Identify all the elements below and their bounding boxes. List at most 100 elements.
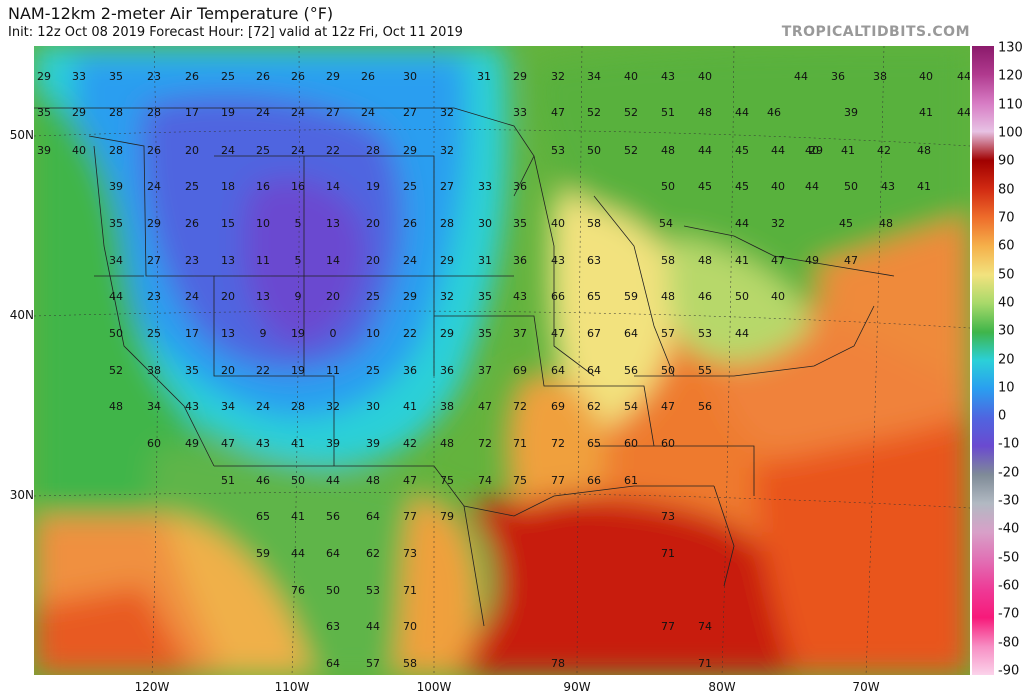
station-temp-label: 46: [767, 106, 781, 119]
station-temp-label: 77: [403, 510, 417, 523]
station-temp-label: 33: [478, 180, 492, 193]
station-temp-label: 43: [881, 180, 895, 193]
colorbar-label: -20: [998, 465, 1020, 481]
station-temp-label: 35: [109, 217, 123, 230]
station-temp-label: 34: [147, 400, 161, 413]
station-temp-label: 63: [587, 254, 601, 267]
station-temp-label: 67: [587, 327, 601, 340]
station-temp-label: 17: [185, 106, 199, 119]
station-temp-label: 26: [185, 70, 199, 83]
station-temp-label: 66: [551, 290, 565, 303]
station-temp-label: 43: [256, 437, 270, 450]
station-temp-label: 24: [185, 290, 199, 303]
colorbar-label: -30: [998, 493, 1020, 509]
station-temp-label: 26: [291, 70, 305, 83]
station-temp-label: 50: [735, 290, 749, 303]
station-temp-label: 72: [513, 400, 527, 413]
station-temp-label: 65: [587, 290, 601, 303]
station-temp-label: 36: [403, 364, 417, 377]
station-temp-label: 19: [291, 364, 305, 377]
station-temp-label: 76: [291, 584, 305, 597]
station-temp-label: 13: [326, 217, 340, 230]
station-temp-label: 41: [291, 510, 305, 523]
station-temp-label: 35: [478, 290, 492, 303]
colorbar-label: -10: [998, 436, 1020, 452]
station-temp-label: 39: [844, 106, 858, 119]
colorbar-label: -60: [998, 578, 1020, 594]
station-temp-label: 14: [326, 254, 340, 267]
station-temp-label: 31: [478, 254, 492, 267]
longitude-label: 70W: [852, 680, 880, 694]
station-temp-label: 20: [366, 217, 380, 230]
station-temp-label: 24: [291, 106, 305, 119]
station-temp-label: 29: [37, 70, 51, 83]
colorbar: [972, 46, 994, 675]
station-temp-label: 56: [624, 364, 638, 377]
station-temp-label: 38: [873, 70, 887, 83]
temperature-field: [34, 46, 970, 675]
station-temp-label: 65: [256, 510, 270, 523]
colorbar-label: -50: [998, 550, 1020, 566]
station-temp-label: 50: [844, 180, 858, 193]
station-temp-label: 9: [260, 327, 267, 340]
station-temp-label: 40: [698, 70, 712, 83]
station-temp-label: 13: [221, 254, 235, 267]
station-temp-label: 24: [147, 180, 161, 193]
station-temp-label: 48: [661, 290, 675, 303]
colorbar-label: 70: [998, 210, 1015, 226]
station-temp-label: 25: [366, 364, 380, 377]
station-temp-label: 39: [109, 180, 123, 193]
station-temp-label: 71: [513, 437, 527, 450]
station-temp-label: 36: [440, 364, 454, 377]
longitude-label: 80W: [708, 680, 736, 694]
station-temp-label: 79: [440, 510, 454, 523]
station-temp-label: 44: [794, 70, 808, 83]
colorbar-label: 60: [998, 238, 1015, 254]
colorbar-label: 30: [998, 323, 1015, 339]
longitude-label: 100W: [416, 680, 452, 694]
station-temp-label: 20: [221, 364, 235, 377]
station-temp-label: 25: [185, 180, 199, 193]
station-temp-label: 36: [513, 180, 527, 193]
colorbar-label: 130: [998, 40, 1023, 56]
station-temp-label: 49: [805, 254, 819, 267]
colorbar-label: 110: [998, 97, 1023, 113]
station-temp-label: 77: [551, 474, 565, 487]
station-temp-label: 47: [661, 400, 675, 413]
station-temp-label: 73: [403, 547, 417, 560]
station-temp-label: 52: [109, 364, 123, 377]
station-temp-label: 20: [221, 290, 235, 303]
station-temp-label: 29: [513, 70, 527, 83]
station-temp-label: 36: [831, 70, 845, 83]
station-temp-label: 52: [587, 106, 601, 119]
station-temp-label: 62: [366, 547, 380, 560]
station-temp-label: 41: [291, 437, 305, 450]
station-temp-label: 29: [440, 254, 454, 267]
station-temp-label: 48: [366, 474, 380, 487]
station-temp-label: 40: [771, 180, 785, 193]
station-temp-label: 60: [624, 437, 638, 450]
station-temp-label: 54: [624, 400, 638, 413]
station-temp-label: 24: [361, 106, 375, 119]
station-temp-label: 64: [551, 364, 565, 377]
station-temp-label: 33: [513, 106, 527, 119]
station-temp-label: 30: [478, 217, 492, 230]
colorbar-label: 10: [998, 380, 1015, 396]
station-temp-label: 44: [957, 106, 970, 119]
latitude-label: 30N: [9, 488, 34, 502]
station-temp-label: 50: [661, 364, 675, 377]
station-temp-label: 44: [805, 180, 819, 193]
station-temp-label: 35: [185, 364, 199, 377]
station-temp-label: 28: [291, 400, 305, 413]
station-temp-label: 28: [366, 144, 380, 157]
station-temp-label: 72: [551, 437, 565, 450]
station-temp-label: 29: [326, 70, 340, 83]
station-temp-label: 26: [361, 70, 375, 83]
station-temp-label: 59: [256, 547, 270, 560]
station-temp-label: 27: [440, 180, 454, 193]
station-temp-label: 24: [403, 254, 417, 267]
station-temp-label: 41: [917, 180, 931, 193]
station-temp-label: 71: [698, 657, 712, 670]
latitude-label: 50N: [9, 128, 34, 142]
station-temp-label: 35: [37, 106, 51, 119]
